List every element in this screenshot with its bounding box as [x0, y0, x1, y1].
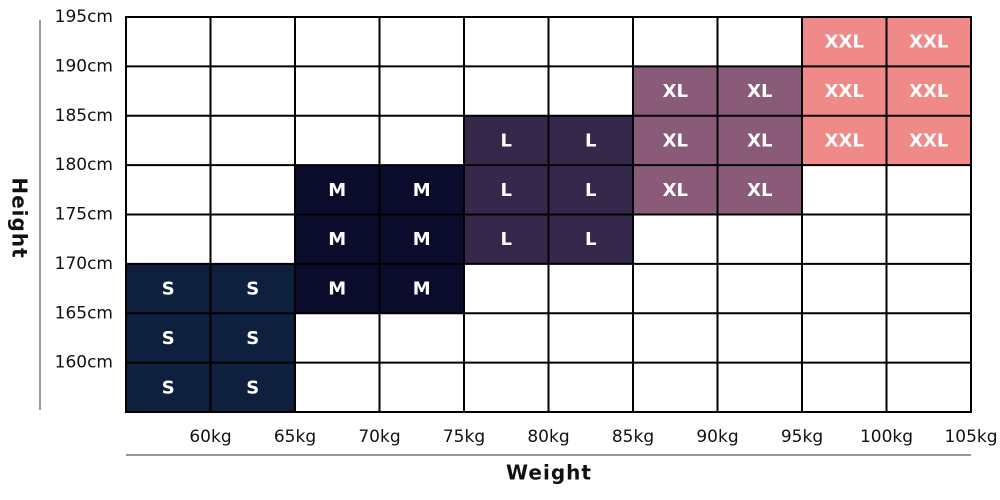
size-cell	[295, 263, 380, 314]
y-tick-label: 195cm	[55, 7, 113, 27]
size-label: XXL	[909, 81, 948, 102]
size-cell	[379, 165, 464, 215]
size-label: L	[585, 180, 596, 201]
size-cell	[633, 115, 718, 166]
size-label: L	[501, 229, 512, 250]
size-label: L	[585, 229, 596, 250]
size-cell	[802, 17, 887, 67]
x-tick-label: 75kg	[443, 427, 485, 447]
size-label: L	[501, 130, 512, 151]
size-cell	[210, 362, 295, 412]
size-cell	[548, 214, 633, 264]
x-tick-label: 90kg	[696, 427, 738, 447]
size-cell	[633, 165, 718, 215]
size-label: XXL	[825, 32, 864, 53]
y-tick-label: 180cm	[55, 155, 113, 175]
y-tick-label: 160cm	[55, 353, 113, 373]
size-cell	[717, 66, 802, 116]
size-label: M	[328, 180, 346, 201]
size-cell	[126, 263, 211, 314]
x-tick-label: 95kg	[781, 427, 823, 447]
size-cell	[464, 165, 549, 215]
tick-labels: 60kg 65kg 70kg 75kg 80kg 85kg 90kg 95kg 100kg 105…	[55, 7, 998, 447]
size-cell	[295, 214, 380, 264]
size-cell	[886, 17, 971, 67]
size-label: S	[246, 377, 259, 398]
size-cell	[126, 362, 211, 412]
size-cell	[717, 115, 802, 166]
size-label: S	[162, 328, 175, 349]
size-cell	[633, 66, 718, 116]
size-cell	[295, 165, 380, 215]
size-cell	[802, 66, 887, 116]
size-cell	[379, 214, 464, 264]
size-label: XXL	[825, 130, 864, 151]
x-tick-label: 70kg	[358, 427, 400, 447]
size-cell	[802, 115, 887, 166]
y-axis-label: Height	[8, 177, 32, 258]
size-label: S	[246, 279, 259, 300]
size-label: XL	[747, 81, 772, 102]
size-label: XL	[663, 81, 688, 102]
size-cell	[210, 263, 295, 314]
cells: XXL XXL XL XL XXL XXL L L XL XL XXL XXL M M L L XL XL M M L L…	[126, 17, 971, 412]
x-tick-label: 65kg	[274, 427, 316, 447]
x-tick-label: 80kg	[527, 427, 569, 447]
size-cell	[379, 263, 464, 314]
size-label: M	[413, 229, 431, 250]
y-tick-label: 175cm	[55, 205, 113, 225]
size-label: M	[413, 279, 431, 300]
size-label: S	[162, 279, 175, 300]
size-cell	[548, 165, 633, 215]
size-cell	[717, 165, 802, 215]
size-label: M	[328, 229, 346, 250]
size-label: XL	[663, 180, 688, 201]
y-tick-label: 185cm	[55, 106, 113, 126]
x-tick-label: 100kg	[860, 427, 913, 447]
size-label: XXL	[909, 130, 948, 151]
y-tick-label: 170cm	[55, 254, 113, 274]
y-tick-label: 165cm	[55, 303, 113, 323]
size-cell	[548, 115, 633, 166]
size-label: M	[413, 180, 431, 201]
size-cell	[210, 313, 295, 363]
size-label: XXL	[825, 81, 864, 102]
y-tick-label: 190cm	[55, 56, 113, 76]
x-axis-label: Weight	[506, 461, 592, 485]
size-label: L	[585, 130, 596, 151]
size-label: XL	[747, 180, 772, 201]
size-label: S	[162, 377, 175, 398]
size-label: L	[501, 180, 512, 201]
size-cell	[464, 214, 549, 264]
size-label: M	[328, 279, 346, 300]
size-label: XL	[747, 130, 772, 151]
grid-border	[125, 16, 972, 413]
size-cell	[126, 313, 211, 363]
size-label: XXL	[909, 32, 948, 53]
size-cell	[464, 115, 549, 166]
size-cell	[886, 66, 971, 116]
x-tick-label: 85kg	[612, 427, 654, 447]
x-tick-label: 105kg	[944, 427, 997, 447]
size-cell	[886, 115, 971, 166]
x-tick-label: 60kg	[189, 427, 231, 447]
size-label: XL	[663, 130, 688, 151]
size-label: S	[246, 328, 259, 349]
